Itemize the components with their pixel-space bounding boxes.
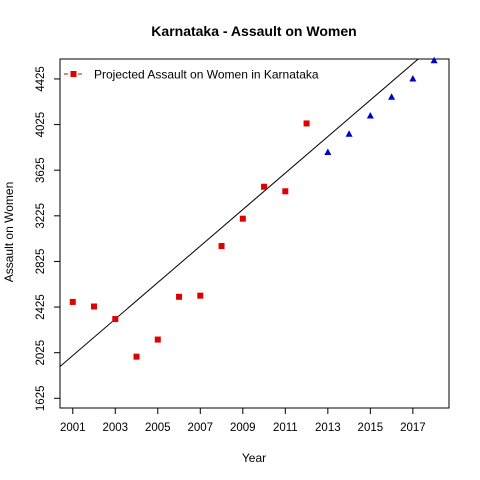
y-axis: 1625 2025 2425 2825 3225 3625 4025 4425 bbox=[35, 66, 60, 411]
data-point-square bbox=[133, 353, 140, 360]
data-point-square bbox=[303, 120, 310, 127]
x-axis: 2001 2003 2005 2007 2009 2011 2013 2015 2017 bbox=[60, 408, 426, 434]
plot-frame bbox=[59, 58, 450, 409]
y-axis-title: Assault on Women bbox=[2, 182, 16, 283]
x-tick-label: 2011 bbox=[273, 422, 298, 434]
x-tick-label: 2015 bbox=[358, 422, 384, 434]
x-tick-label: 2009 bbox=[230, 422, 256, 434]
x-tick-label: 2013 bbox=[315, 422, 341, 434]
data-point-triangle bbox=[388, 93, 396, 100]
y-tick-label: 2825 bbox=[35, 249, 47, 275]
legend-marker bbox=[70, 71, 77, 77]
y-tick-label: 3625 bbox=[35, 157, 47, 183]
data-point-triangle bbox=[345, 130, 353, 137]
data-point-triangle bbox=[324, 148, 332, 156]
y-tick-label: 2425 bbox=[35, 294, 47, 320]
legend-label: Projected Assault on Women in Karnataka bbox=[94, 68, 319, 82]
data-point-square bbox=[154, 336, 161, 343]
x-tick-label: 2001 bbox=[60, 422, 86, 434]
y-tick-label: 4025 bbox=[35, 112, 47, 138]
points-layer bbox=[69, 56, 438, 360]
data-point-triangle bbox=[366, 112, 374, 119]
data-point-square bbox=[69, 298, 76, 305]
x-tick-label: 2017 bbox=[400, 422, 426, 434]
data-point-triangle bbox=[409, 74, 417, 82]
y-tick-label: 1625 bbox=[35, 386, 47, 412]
data-point-square bbox=[282, 188, 289, 195]
trend-layer bbox=[60, 59, 419, 367]
y-tick-label: 3225 bbox=[35, 203, 47, 229]
x-tick-label: 2005 bbox=[145, 422, 171, 434]
data-point-square bbox=[176, 293, 183, 300]
chart-title: Karnataka - Assault on Women bbox=[151, 23, 356, 39]
data-point-square bbox=[112, 316, 119, 323]
data-point-triangle bbox=[430, 56, 438, 64]
x-tick-label: 2007 bbox=[187, 422, 213, 434]
y-tick-label: 4425 bbox=[35, 66, 47, 92]
data-point-square bbox=[197, 292, 204, 299]
data-point-square bbox=[261, 183, 268, 190]
legend: Projected Assault on Women in Karnataka bbox=[64, 68, 319, 82]
y-tick-label: 2025 bbox=[35, 340, 47, 366]
trend-line bbox=[60, 59, 419, 367]
data-point-square bbox=[218, 243, 225, 250]
data-point-square bbox=[239, 215, 246, 222]
x-tick-label: 2003 bbox=[102, 422, 128, 434]
x-axis-title: Year bbox=[242, 451, 266, 465]
data-point-square bbox=[91, 303, 98, 310]
